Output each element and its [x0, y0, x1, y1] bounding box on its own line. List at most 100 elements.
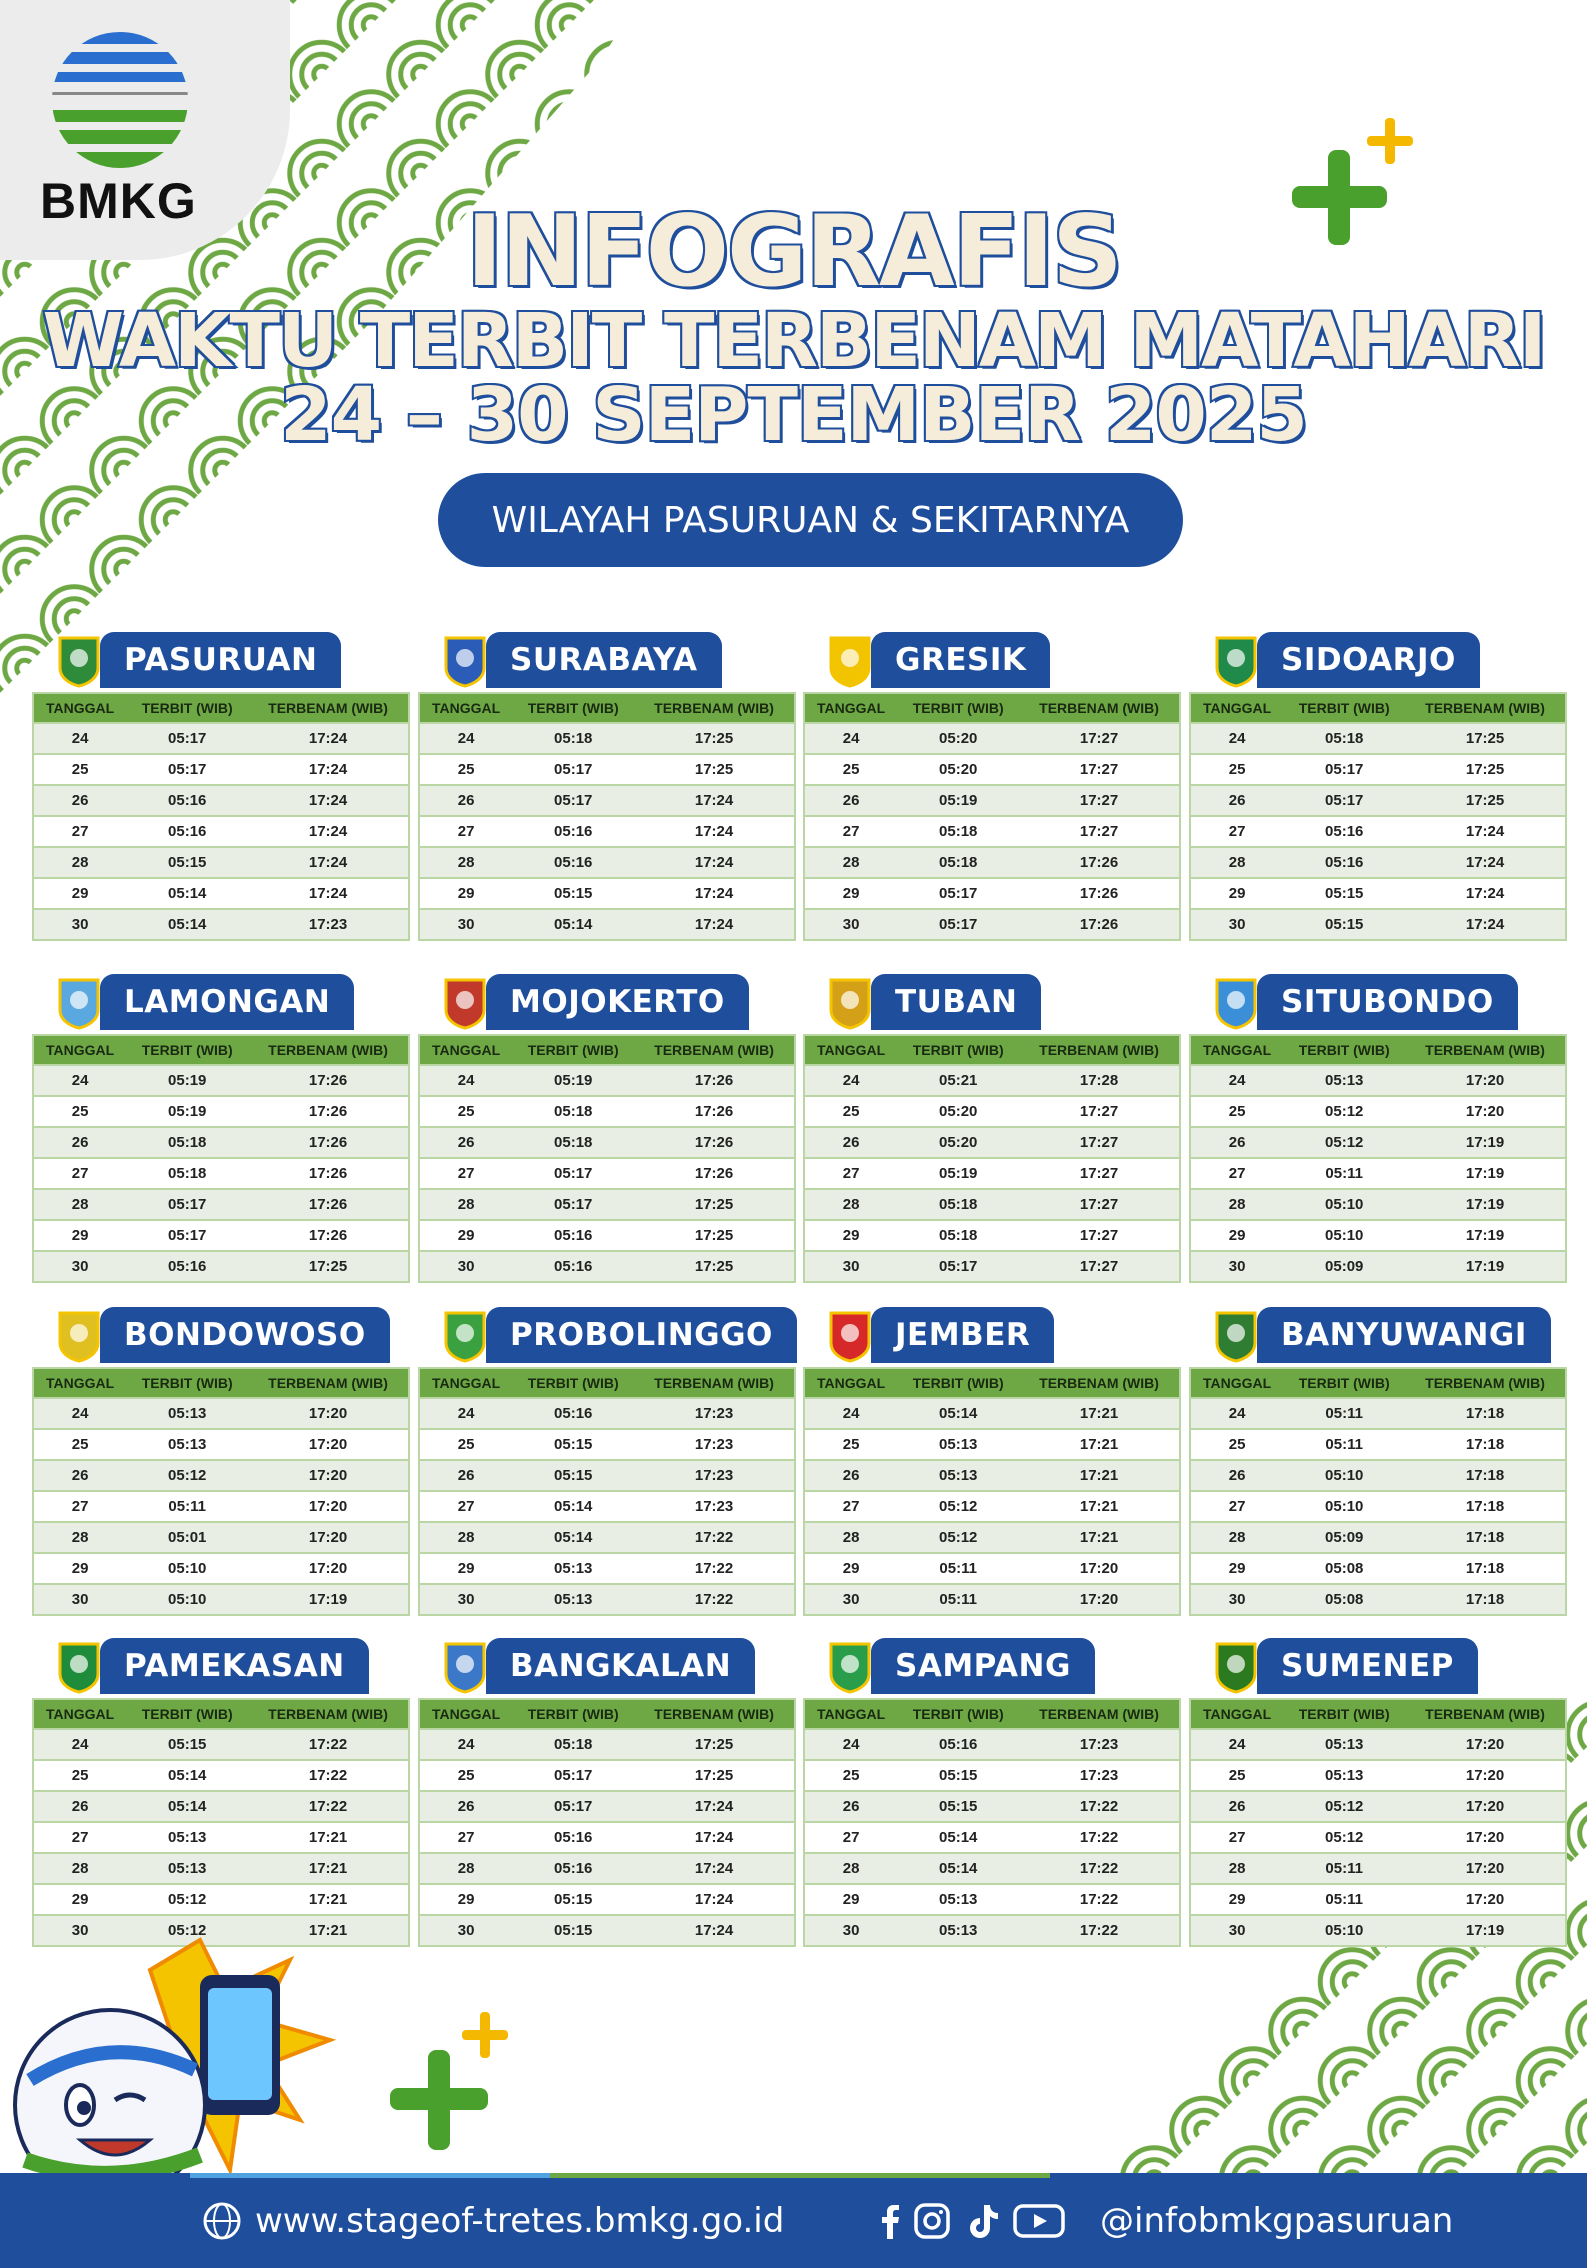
sunset-cell: 17:21	[1019, 1397, 1180, 1429]
sunset-cell: 17:25	[1405, 784, 1566, 816]
table-row: 27 05:18 17:27	[804, 815, 1180, 847]
table-row: 30 05:13 17:22	[419, 1583, 795, 1615]
column-header-sunset: TERBENAM (WIB)	[1019, 1368, 1180, 1398]
column-header-date: TANGGAL	[804, 1699, 898, 1729]
date-cell: 26	[1190, 1126, 1284, 1158]
table-row: 30 05:10 17:19	[1190, 1914, 1566, 1946]
sunset-cell: 17:20	[1405, 1759, 1566, 1791]
sunrise-cell: 05:20	[897, 1126, 1020, 1158]
plus-decoration-icon	[1292, 118, 1413, 245]
sunrise-cell: 05:15	[512, 1459, 635, 1491]
sunset-cell: 17:24	[634, 1790, 795, 1822]
date-cell: 28	[419, 1852, 513, 1884]
region-header: JEMBER	[803, 1307, 1181, 1367]
table-row: 29 05:10 17:19	[1190, 1219, 1566, 1251]
sunset-cell: 17:26	[634, 1064, 795, 1096]
column-header-date: TANGGAL	[419, 693, 513, 723]
tiktok-icon[interactable]	[962, 2201, 1002, 2241]
column-header-sunset: TERBENAM (WIB)	[248, 1699, 409, 1729]
sunset-cell: 17:21	[1019, 1459, 1180, 1491]
region-header: BANGKALAN	[418, 1638, 796, 1698]
sunset-cell: 17:24	[248, 784, 409, 816]
date-cell: 24	[33, 1064, 127, 1096]
date-cell: 24	[804, 1728, 898, 1760]
table-row: 27 05:17 17:26	[419, 1157, 795, 1189]
sunrise-cell: 05:09	[1283, 1521, 1406, 1553]
table-row: 28 05:13 17:21	[33, 1852, 409, 1884]
date-cell: 27	[419, 815, 513, 847]
sunrise-cell: 05:18	[897, 815, 1020, 847]
date-cell: 24	[804, 722, 898, 754]
column-header-date: TANGGAL	[1190, 1368, 1284, 1398]
sun-times-table: TANGGAL TERBIT (WIB) TERBENAM (WIB) 24 0…	[803, 692, 1181, 941]
table-row: 30 05:17 17:26	[804, 908, 1180, 940]
website-link[interactable]: www.stageof-tretes.bmkg.go.id	[255, 2201, 785, 2241]
date-cell: 28	[804, 1521, 898, 1553]
table-row: 26 05:16 17:24	[33, 784, 409, 816]
region-name: PASURUAN	[100, 632, 342, 688]
date-cell: 30	[33, 1583, 127, 1615]
sunset-cell: 17:26	[248, 1157, 409, 1189]
sunrise-cell: 05:11	[1283, 1157, 1406, 1189]
sunset-cell: 17:19	[248, 1583, 409, 1615]
date-cell: 25	[33, 1428, 127, 1460]
instagram-icon[interactable]	[912, 2201, 952, 2241]
sunrise-cell: 05:14	[897, 1397, 1020, 1429]
social-handle[interactable]: @infobmkgpasuruan	[1100, 2201, 1454, 2241]
sunrise-cell: 05:18	[512, 1728, 635, 1760]
region-sumenep: SUMENEP TANGGAL TERBIT (WIB) TERBENAM (W…	[1189, 1638, 1567, 1947]
facebook-icon[interactable]	[870, 2201, 910, 2241]
date-cell: 26	[1190, 1459, 1284, 1491]
date-cell: 25	[419, 1759, 513, 1791]
sunset-cell: 17:26	[634, 1126, 795, 1158]
sunrise-cell: 05:13	[897, 1459, 1020, 1491]
date-cell: 29	[1190, 1552, 1284, 1584]
region-sampang: SAMPANG TANGGAL TERBIT (WIB) TERBENAM (W…	[803, 1638, 1181, 1947]
sunset-cell: 17:27	[1019, 815, 1180, 847]
sunset-cell: 17:18	[1405, 1428, 1566, 1460]
table-row: 25 05:13 17:20	[1190, 1759, 1566, 1791]
table-row: 30 05:17 17:27	[804, 1250, 1180, 1282]
sunset-cell: 17:25	[634, 1250, 795, 1282]
table-row: 27 05:16 17:24	[1190, 815, 1566, 847]
date-cell: 26	[804, 1790, 898, 1822]
column-header-date: TANGGAL	[33, 693, 127, 723]
sunrise-cell: 05:13	[126, 1821, 249, 1853]
sunset-cell: 17:27	[1019, 1250, 1180, 1282]
table-row: 26 05:13 17:21	[804, 1459, 1180, 1491]
sunrise-cell: 05:16	[512, 846, 635, 878]
table-row: 25 05:17 17:25	[1190, 753, 1566, 785]
column-header-sunrise: TERBIT (WIB)	[897, 1035, 1020, 1065]
sunset-cell: 17:24	[634, 815, 795, 847]
sunset-cell: 17:26	[248, 1219, 409, 1251]
table-row: 24 05:18 17:25	[419, 1728, 795, 1760]
sun-times-table: TANGGAL TERBIT (WIB) TERBENAM (WIB) 24 0…	[32, 1367, 410, 1616]
table-row: 30 05:15 17:24	[1190, 908, 1566, 940]
date-cell: 28	[419, 846, 513, 878]
plus-decoration-icon	[390, 2012, 508, 2150]
column-header-sunrise: TERBIT (WIB)	[1283, 1035, 1406, 1065]
region-tuban: TUBAN TANGGAL TERBIT (WIB) TERBENAM (WIB…	[803, 974, 1181, 1283]
region-pasuruan: PASURUAN TANGGAL TERBIT (WIB) TERBENAM (…	[32, 632, 410, 941]
sunrise-cell: 05:14	[897, 1821, 1020, 1853]
date-cell: 29	[804, 1883, 898, 1915]
column-header-sunset: TERBENAM (WIB)	[1019, 1699, 1180, 1729]
sunrise-cell: 05:11	[897, 1552, 1020, 1584]
sunrise-cell: 05:15	[1283, 877, 1406, 909]
date-cell: 29	[804, 877, 898, 909]
sunrise-cell: 05:12	[126, 1914, 249, 1946]
table-row: 28 05:01 17:20	[33, 1521, 409, 1553]
sunset-cell: 17:21	[248, 1852, 409, 1884]
table-row: 28 05:18 17:26	[804, 846, 1180, 878]
sunrise-cell: 05:16	[512, 1219, 635, 1251]
sunset-cell: 17:21	[248, 1914, 409, 1946]
sunset-cell: 17:24	[1405, 877, 1566, 909]
column-header-date: TANGGAL	[804, 693, 898, 723]
date-cell: 25	[804, 1095, 898, 1127]
date-cell: 29	[804, 1219, 898, 1251]
sunrise-cell: 05:18	[126, 1157, 249, 1189]
date-cell: 29	[1190, 1219, 1284, 1251]
table-row: 27 05:14 17:23	[419, 1490, 795, 1522]
column-header-sunset: TERBENAM (WIB)	[634, 693, 795, 723]
youtube-icon[interactable]	[1012, 2201, 1066, 2241]
